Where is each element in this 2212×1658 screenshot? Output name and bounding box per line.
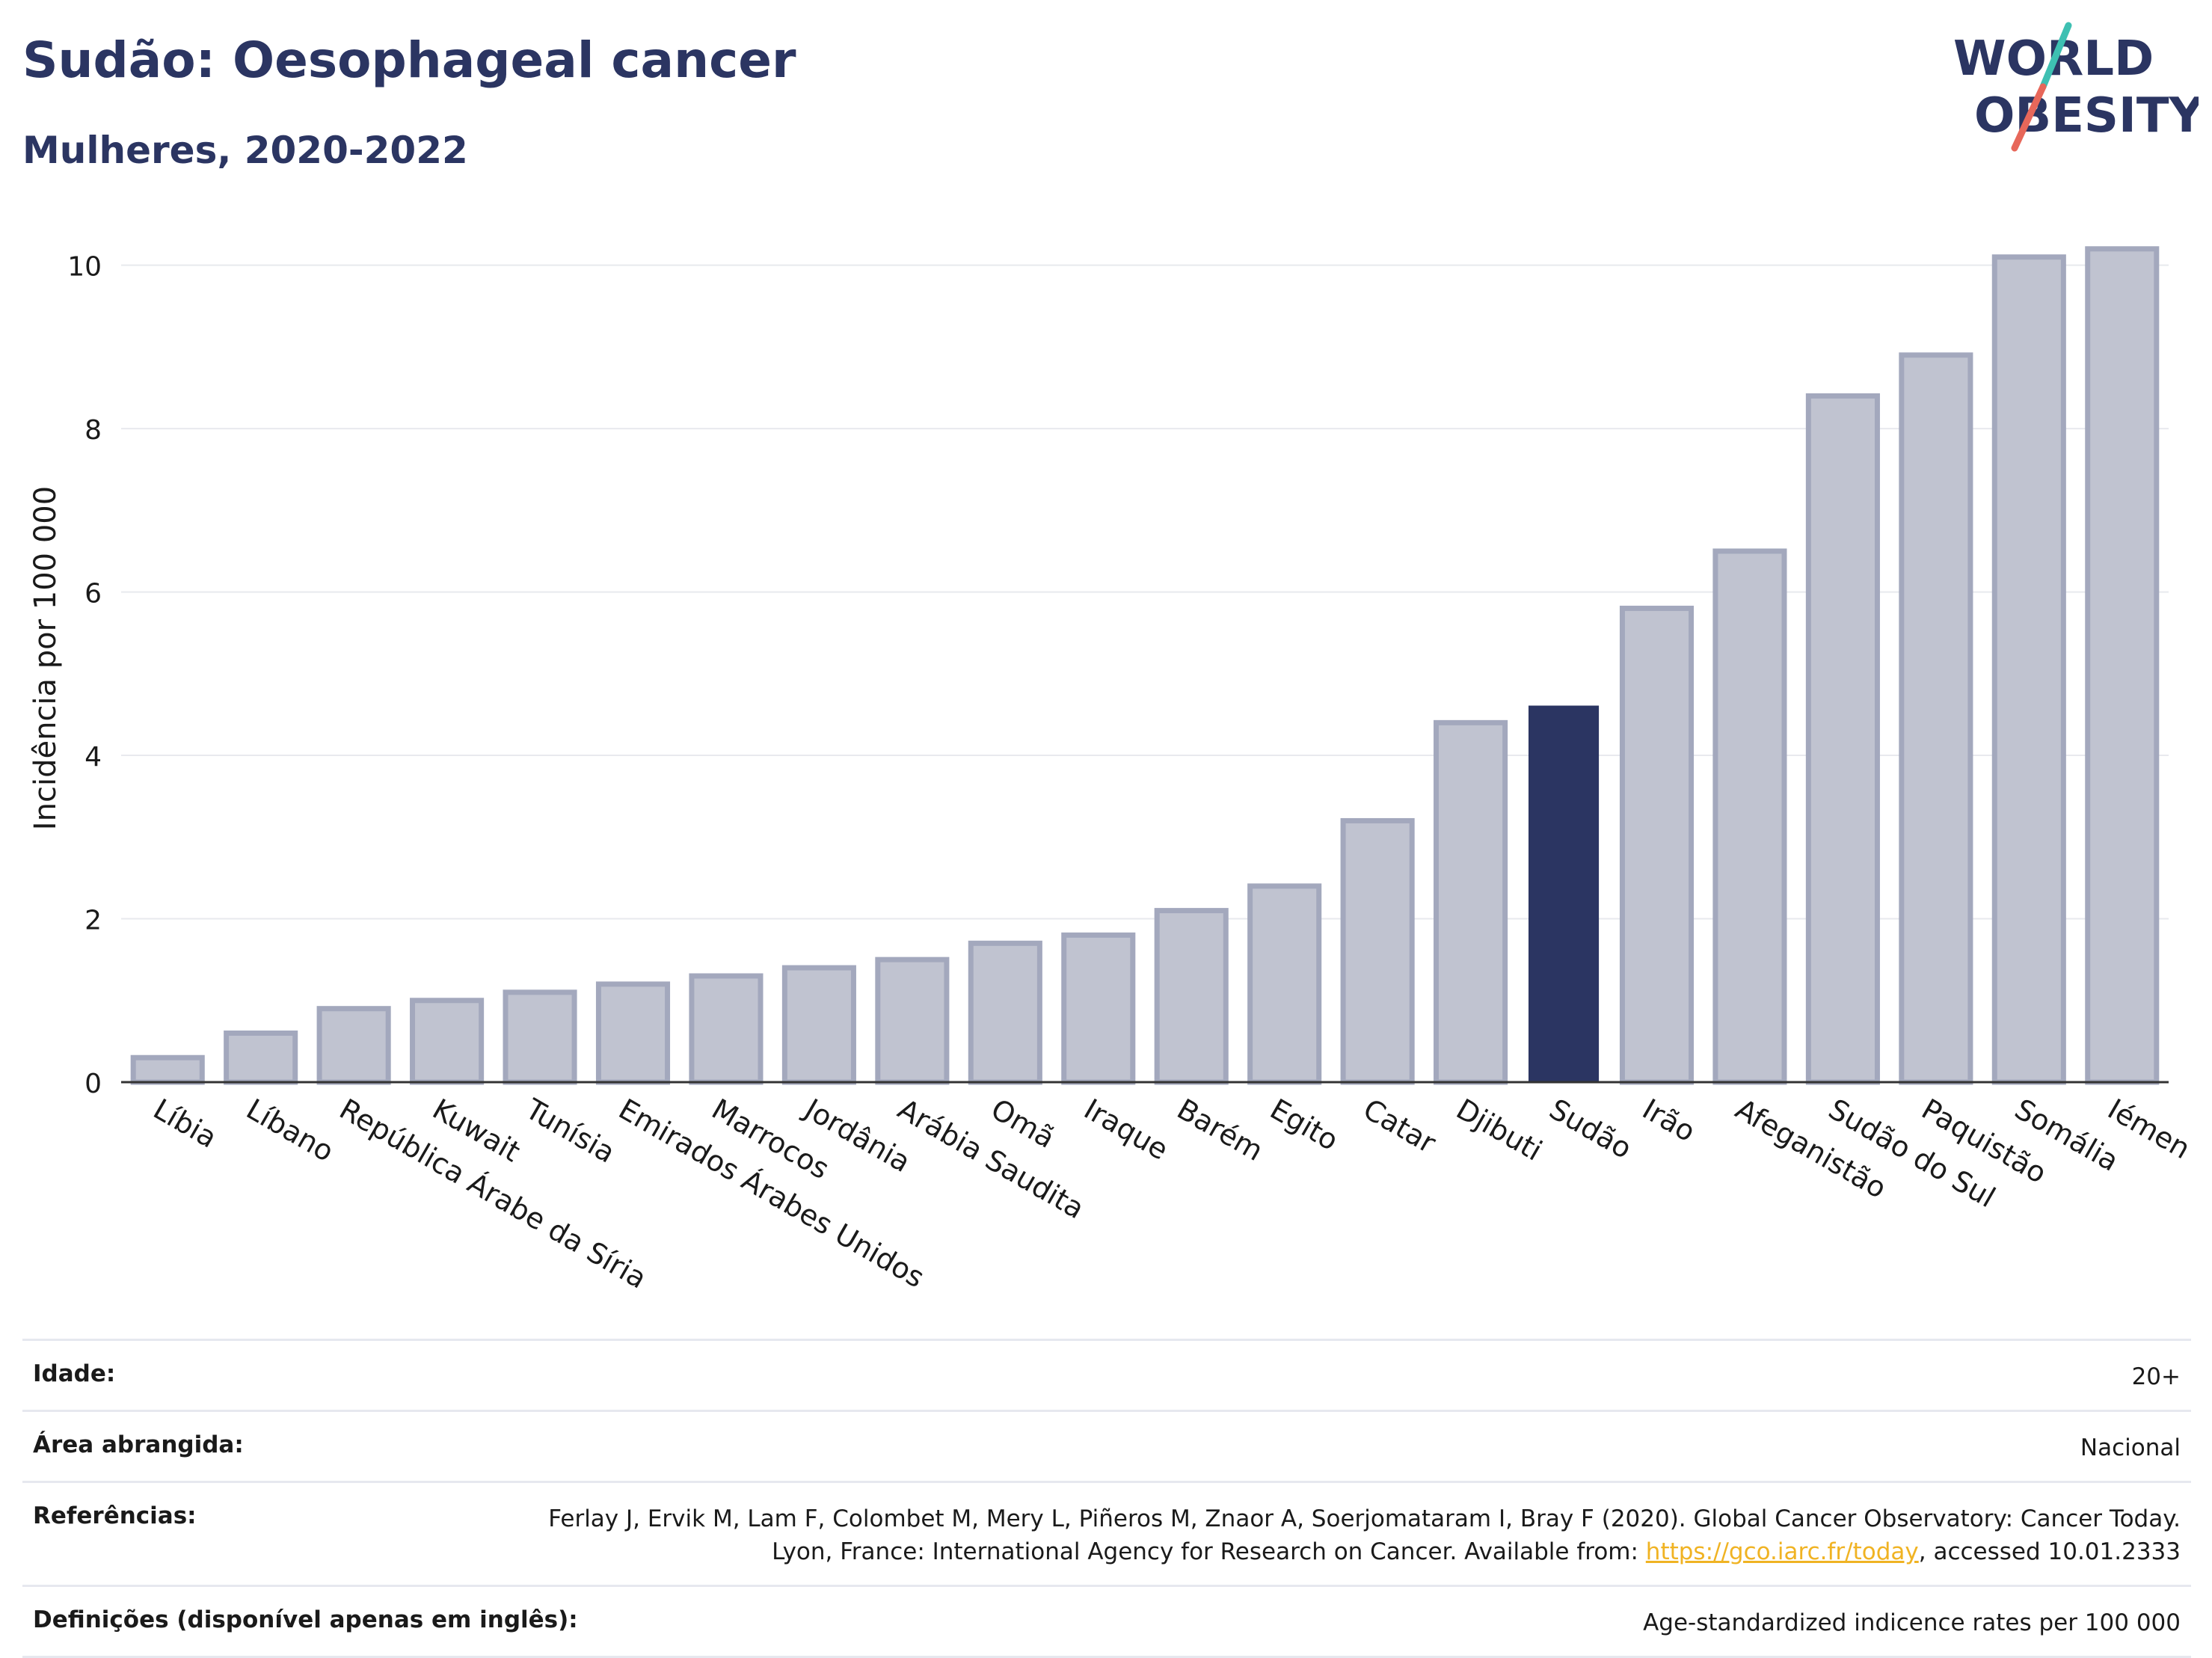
bar bbox=[1712, 548, 1787, 1085]
x-tick-label: Tunísia bbox=[520, 1092, 621, 1170]
logo-slash-teal bbox=[2039, 22, 2072, 90]
y-tick-label: 2 bbox=[85, 906, 102, 936]
y-axis-label: Incidência por 100 000 bbox=[28, 486, 63, 830]
x-tick-label: Catar bbox=[1358, 1093, 1442, 1160]
x-tick-label: Egito bbox=[1265, 1093, 1344, 1158]
info-row-references: Referências: Ferlay J, Ervik M, Lam F, C… bbox=[22, 1481, 2191, 1585]
y-tick-label: 8 bbox=[85, 415, 102, 446]
bar bbox=[1991, 254, 2066, 1085]
info-key: Definições (disponível apenas em inglês)… bbox=[33, 1606, 578, 1633]
world-obesity-logo: WORLD OBESITY bbox=[1953, 22, 2199, 152]
bar bbox=[2085, 246, 2160, 1085]
bar bbox=[1805, 393, 1880, 1085]
bar bbox=[1434, 719, 1508, 1085]
y-tick-label: 6 bbox=[85, 579, 102, 610]
page-title: Sudão: Oesophageal cancer bbox=[22, 31, 796, 89]
y-tick-label: 10 bbox=[67, 252, 102, 283]
bar bbox=[689, 973, 764, 1085]
y-axis: 0 2 4 6 8 10 bbox=[67, 252, 102, 1099]
logo-line-obesity: OBESITY bbox=[1974, 88, 2199, 144]
info-value: Nacional bbox=[2080, 1434, 2181, 1461]
bar bbox=[1340, 817, 1415, 1085]
bar bbox=[1247, 883, 1322, 1085]
bar bbox=[595, 981, 671, 1085]
info-key: Idade: bbox=[33, 1360, 116, 1387]
y-tick-label: 0 bbox=[85, 1069, 102, 1099]
info-value: Ferlay J, Ervik M, Lam F, Colombet M, Me… bbox=[535, 1502, 2181, 1568]
info-row-area: Área abrangida: Nacional bbox=[22, 1410, 2191, 1481]
info-value: 20+ bbox=[2131, 1363, 2181, 1390]
bar bbox=[781, 965, 856, 1085]
info-table: Idade: 20+ Área abrangida: Nacional Refe… bbox=[22, 1339, 2191, 1658]
bar bbox=[224, 1030, 298, 1085]
logo-slash-coral bbox=[2011, 83, 2047, 152]
reference-link[interactable]: https://gco.iarc.fr/today bbox=[1645, 1538, 1919, 1565]
info-key: Referências: bbox=[33, 1502, 197, 1529]
info-row-definitions: Definições (disponível apenas em inglês)… bbox=[22, 1585, 2191, 1658]
bar bbox=[875, 957, 950, 1085]
info-key: Área abrangida: bbox=[33, 1431, 244, 1458]
bar bbox=[503, 989, 577, 1085]
bar bbox=[130, 1054, 205, 1085]
x-tick-label: Líbia bbox=[148, 1093, 223, 1155]
bar bbox=[1899, 352, 1973, 1085]
reference-text: Ferlay J, Ervik M, Lam F, Colombet M, Me… bbox=[548, 1505, 2181, 1565]
info-value: Age-standardized indicence rates per 100… bbox=[1643, 1609, 2181, 1636]
x-tick-label: Iraque bbox=[1078, 1093, 1173, 1167]
bar bbox=[1061, 932, 1136, 1085]
x-tick-label: Irão bbox=[1637, 1093, 1701, 1149]
info-row-age: Idade: 20+ bbox=[22, 1339, 2191, 1410]
bar bbox=[1154, 908, 1229, 1085]
y-tick-label: 4 bbox=[85, 742, 102, 773]
bar-layer bbox=[130, 246, 2160, 1085]
bar bbox=[410, 998, 485, 1085]
reference-accessed: , accessed 10.01.2333 bbox=[1918, 1538, 2181, 1565]
bar bbox=[316, 1006, 391, 1085]
page-subtitle: Mulheres, 2020-2022 bbox=[22, 129, 468, 172]
x-tick-label: Líbano bbox=[241, 1093, 340, 1168]
x-tick-label: Sudão bbox=[1544, 1093, 1638, 1166]
bar bbox=[968, 940, 1042, 1085]
x-tick-label: Barém bbox=[1172, 1093, 1269, 1167]
bar-highlight bbox=[1528, 705, 1600, 1083]
bar bbox=[1619, 605, 1695, 1085]
x-tick-label: Djibuti bbox=[1451, 1093, 1547, 1167]
